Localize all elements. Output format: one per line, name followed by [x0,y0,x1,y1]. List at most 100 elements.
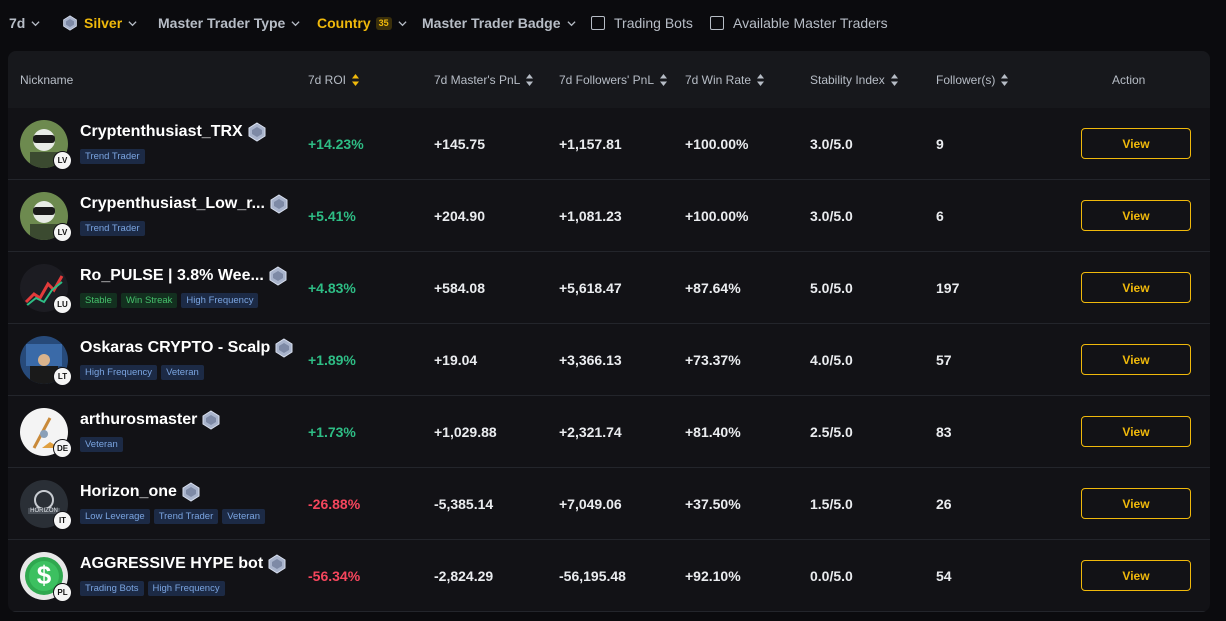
checkbox-icon [710,16,724,30]
tier-filter[interactable]: Silver [62,15,137,31]
view-button[interactable]: View [1081,128,1191,159]
col-stability[interactable]: Stability Index [810,51,898,108]
view-button[interactable]: View [1081,416,1191,447]
trader-name[interactable]: Horizon_one [80,482,201,502]
stability-value: 2.5/5.0 [810,424,853,440]
trader-name[interactable]: Cryptenthusiast_TRX [80,122,267,142]
trader-tag: Veteran [222,509,265,524]
table-row[interactable]: $ PL AGGRESSIVE HYPE bot Trading Bots Hig… [8,540,1210,612]
table-row[interactable]: LV Cryptenthusiast_TRX Trend Trader +14.… [8,108,1210,180]
master-pnl-value: +584.08 [434,280,485,296]
col-win-rate[interactable]: 7d Win Rate [685,51,765,108]
stability-value: 3.0/5.0 [810,136,853,152]
country-filter[interactable]: Country 35 [317,15,407,31]
trader-name[interactable]: arthurosmaster [80,410,221,430]
trader-name[interactable]: Crypenthusiast_Low_r... [80,194,289,214]
followers-value: 197 [936,280,960,296]
stability-value: 4.0/5.0 [810,352,853,368]
col-roi[interactable]: 7d ROI [308,51,360,108]
stability-value: 0.0/5.0 [810,568,853,584]
master-type-filter[interactable]: Master Trader Type [158,15,300,31]
win-rate-value: +81.40% [685,424,741,440]
roi-value: +1.89% [308,352,356,368]
silver-diamond-icon [268,554,286,574]
sort-icon [660,73,668,86]
silver-diamond-icon [248,122,266,142]
sort-icon [890,73,898,86]
followers-value: 6 [936,208,944,224]
available-masters-checkbox[interactable]: Available Master Traders [710,15,888,31]
table-row[interactable]: LU Ro_PULSE | 3.8% Wee... Stable Win Stre… [8,252,1210,324]
table-header: Nickname 7d ROI 7d Master's PnL 7d Follo… [8,51,1210,108]
view-button[interactable]: View [1081,344,1191,375]
followers-value: 57 [936,352,952,368]
table-row[interactable]: HORIZON IT Horizon_one Low Leverage Trend… [8,468,1210,540]
view-button[interactable]: View [1081,488,1191,519]
trader-name[interactable]: Ro_PULSE | 3.8% Wee... [80,266,288,286]
dollar-icon: $ [36,560,52,590]
view-button[interactable]: View [1081,200,1191,231]
trader-tag: Veteran [161,365,204,380]
trader-tags: Low Leverage Trend Trader Veteran [80,509,265,524]
avatar[interactable] [20,120,68,168]
view-button[interactable]: View [1081,272,1191,303]
badge-filter[interactable]: Master Trader Badge [422,15,576,31]
avatar-label: HORIZON [30,508,58,514]
silver-diamond-icon [270,194,288,214]
col-action: Action [1112,72,1146,87]
table-row[interactable]: LT Oskaras CRYPTO - Scalp High Frequency… [8,324,1210,396]
sort-icon [526,73,534,86]
stability-value: 3.0/5.0 [810,208,853,224]
col-followers[interactable]: Follower(s) [936,51,1009,108]
table-row[interactable]: DE arthurosmaster Veteran +1.73% +1,029.… [8,396,1210,468]
followers-pnl-value: +2,321.74 [559,424,622,440]
trader-tag: Trading Bots [80,581,144,596]
trader-tag: High Frequency [181,293,259,308]
col-master-pnl[interactable]: 7d Master's PnL [434,51,534,108]
level-badge: PL [53,583,72,602]
col-followers-pnl[interactable]: 7d Followers' PnL [559,51,668,108]
roi-value: +4.83% [308,280,356,296]
period-filter[interactable]: 7d [9,15,40,31]
trader-tag: Stable [80,293,117,308]
silver-diamond-icon [275,338,293,358]
chevron-down-icon [291,20,300,26]
silver-diamond-icon [269,266,287,286]
trader-tags: Stable Win Streak High Frequency [80,293,259,308]
master-pnl-value: +204.90 [434,208,485,224]
stability-value: 1.5/5.0 [810,496,853,512]
chevron-down-icon [31,20,40,26]
master-pnl-value: +1,029.88 [434,424,497,440]
view-button[interactable]: View [1081,560,1191,591]
level-badge: LV [53,223,72,242]
win-rate-value: +37.50% [685,496,741,512]
win-rate-value: +100.00% [685,208,749,224]
followers-pnl-value: +3,366.13 [559,352,622,368]
followers-pnl-value: +5,618.47 [559,280,622,296]
trader-tags: Trend Trader [80,149,145,164]
trader-tag: Win Streak [120,293,178,308]
master-pnl-value: +19.04 [434,352,478,368]
traders-table: Nickname 7d ROI 7d Master's PnL 7d Follo… [8,51,1210,612]
followers-value: 26 [936,496,952,512]
followers-pnl-value: -56,195.48 [559,568,626,584]
trader-tags: High Frequency Veteran [80,365,204,380]
trader-tags: Trend Trader [80,221,145,236]
trader-tag: Trend Trader [80,221,145,236]
checkbox-icon [591,16,605,30]
level-badge: IT [53,511,72,530]
trader-name[interactable]: Oskaras CRYPTO - Scalp [80,338,294,358]
followers-value: 9 [936,136,944,152]
followers-pnl-value: +1,157.81 [559,136,622,152]
followers-pnl-value: +7,049.06 [559,496,622,512]
win-rate-value: +87.64% [685,280,741,296]
table-row[interactable]: LV Crypenthusiast_Low_r... Trend Trader … [8,180,1210,252]
trader-name[interactable]: AGGRESSIVE HYPE bot [80,554,287,574]
sort-icon [757,73,765,86]
trader-tag: Trend Trader [80,149,145,164]
roi-value: +5.41% [308,208,356,224]
trading-bots-checkbox[interactable]: Trading Bots [591,15,693,31]
chevron-down-icon [128,20,137,26]
master-pnl-value: +145.75 [434,136,485,152]
col-nickname: Nickname [20,72,74,87]
